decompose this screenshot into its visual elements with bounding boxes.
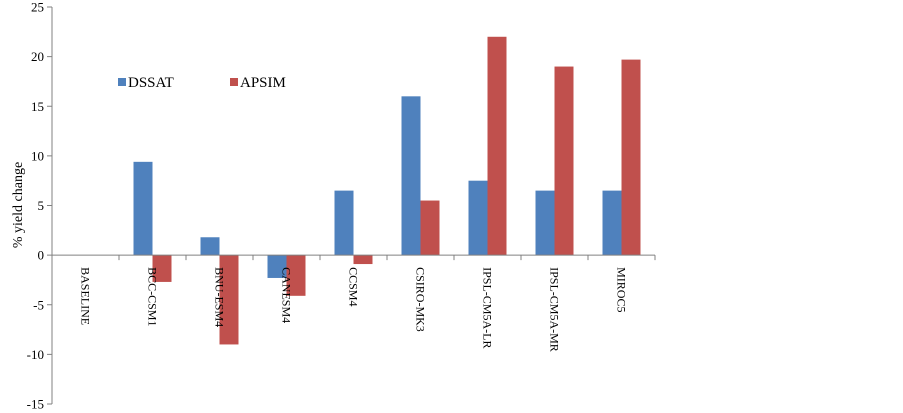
y-tick-label: -15 xyxy=(27,397,44,412)
x-tick-label: BCC-CSM1 xyxy=(146,267,160,326)
bar-dssat-ccsm4 xyxy=(334,190,354,256)
bar-dssat-ipsl-cm5a-lr xyxy=(468,180,488,256)
category-labels: BASELINE BCC-CSM1 BNU-ESM4 CANESM4 CCSM4 CSIR… xyxy=(79,267,629,352)
x-tick-label: IPSL-CM5A-MR xyxy=(548,267,562,352)
y-tick-label: -5 xyxy=(33,297,44,312)
y-tick-label: 15 xyxy=(31,99,44,114)
x-tick-label: CSIRO-MK3 xyxy=(414,267,428,332)
y-axis-title: % yield change xyxy=(11,162,26,248)
bar-dssat-canesm4 xyxy=(267,255,287,278)
legend-label-apsim: APSIM xyxy=(240,75,286,91)
x-tick-label: CCSM4 xyxy=(347,267,361,306)
bar-dssat-bcc-csm1 xyxy=(133,161,153,256)
y-tick-label: 0 xyxy=(38,248,45,263)
legend: DSSAT APSIM xyxy=(118,75,286,91)
x-tick-label: BNU-ESM4 xyxy=(213,267,227,327)
x-axis xyxy=(51,254,656,261)
bar-apsim-ccsm4 xyxy=(353,255,373,265)
bar-apsim-bcc-csm1 xyxy=(152,255,172,282)
legend-swatch-dssat xyxy=(118,78,126,86)
legend-swatch-apsim xyxy=(230,78,238,86)
y-tick-label: 20 xyxy=(31,49,44,64)
x-tick-label: MIROC5 xyxy=(615,267,629,312)
bar-dssat-bnu-esm4 xyxy=(200,237,220,256)
y-tick-label: 25 xyxy=(31,0,44,15)
bar-apsim-ipsl-cm5a-lr xyxy=(487,36,507,256)
bars xyxy=(133,36,641,345)
y-tick-label: 5 xyxy=(38,198,45,213)
y-axis: -15 -10 -5 0 5 10 15 20 25 xyxy=(27,0,53,412)
bar-dssat-ipsl-cm5a-mr xyxy=(535,190,555,256)
x-tick-label: CANESM4 xyxy=(280,267,294,323)
x-tick-label: IPSL-CM5A-LR xyxy=(481,267,495,348)
bar-apsim-canesm4 xyxy=(286,255,306,296)
bar-apsim-ipsl-cm5a-mr xyxy=(554,66,574,256)
bar-apsim-bnu-esm4 xyxy=(219,255,239,345)
y-tick-label: -10 xyxy=(27,347,44,362)
y-tick-label: 10 xyxy=(31,148,44,163)
bar-dssat-miroc5 xyxy=(602,190,622,256)
bar-apsim-miroc5 xyxy=(621,59,641,256)
legend-label-dssat: DSSAT xyxy=(128,75,174,91)
x-tick-label: BASELINE xyxy=(79,267,93,325)
bar-dssat-csiro-mk3 xyxy=(401,96,421,256)
bar-apsim-csiro-mk3 xyxy=(420,200,440,256)
